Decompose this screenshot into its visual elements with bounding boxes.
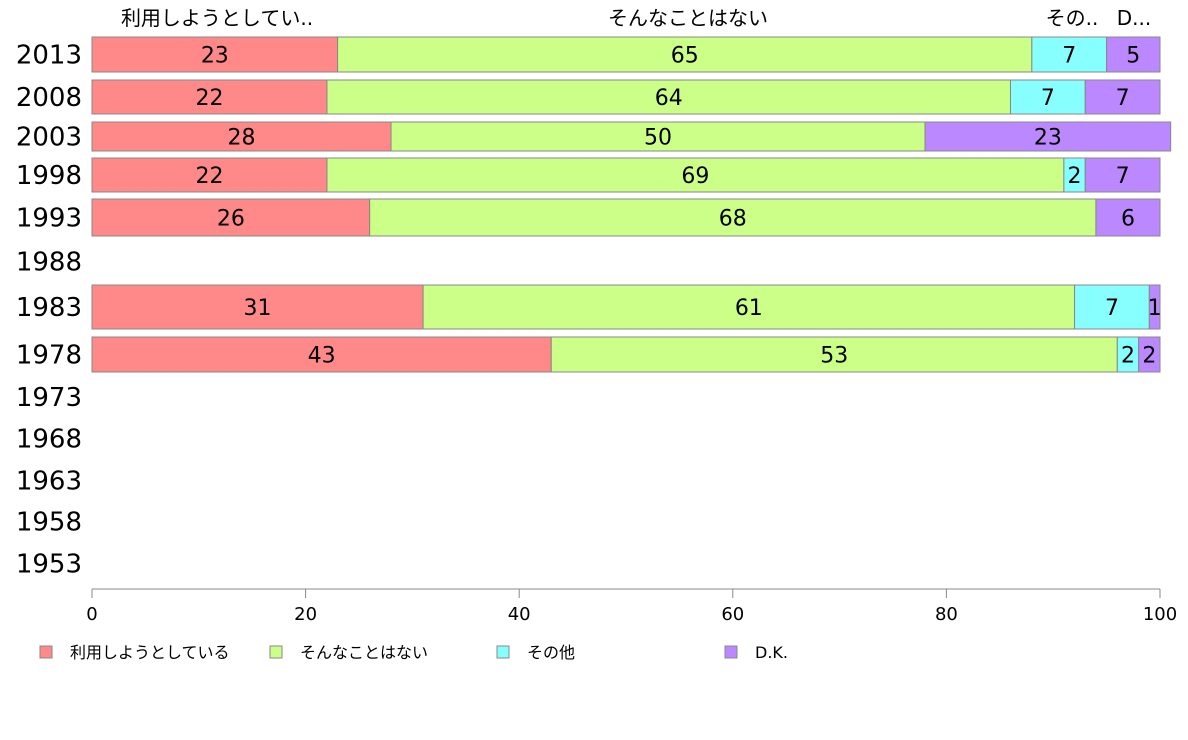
- bar-1993-series-3: [1095, 198, 1161, 237]
- bar-2013-series-3: [1106, 36, 1161, 73]
- bar-value-1983-series-1: 61: [735, 296, 763, 321]
- year-label-1958: 1958: [16, 508, 82, 538]
- bar-value-1993-series-3: 6: [1121, 207, 1135, 232]
- bar-value-1998-series-3: 7: [1116, 164, 1130, 189]
- bar-1993-series-0: [91, 198, 371, 237]
- bar-value-2013-series-1: 65: [671, 44, 699, 69]
- bar-2008-series-2: [1009, 79, 1086, 115]
- year-label-1973: 1973: [16, 383, 82, 413]
- bar-value-1998-series-0: 22: [195, 164, 223, 189]
- bar-2008-series-0: [91, 79, 328, 115]
- bar-value-2008-series-3: 7: [1116, 86, 1130, 111]
- bar-value-1993-series-0: 26: [217, 207, 245, 232]
- year-label-2003: 2003: [16, 123, 82, 153]
- year-label-2013: 2013: [16, 41, 82, 71]
- bar-1998-series-1: [326, 157, 1065, 193]
- bar-1983-series-1: [422, 284, 1076, 330]
- bar-value-1978-series-3: 2: [1142, 344, 1156, 369]
- bar-2003-series-3: [924, 121, 1172, 152]
- bar-value-1983-series-2: 7: [1105, 296, 1119, 321]
- x-tick-label-80: 80: [935, 604, 958, 625]
- bar-value-2013-series-2: 7: [1062, 44, 1076, 69]
- bar-value-1978-series-0: 43: [308, 344, 336, 369]
- year-label-1983: 1983: [16, 293, 82, 323]
- bar-value-1983-series-0: 31: [244, 296, 272, 321]
- bar-value-2008-series-1: 64: [655, 86, 683, 111]
- series-header-1: そんなことはない: [608, 6, 768, 30]
- x-tick-label-40: 40: [508, 604, 531, 625]
- bar-value-2003-series-1: 50: [644, 126, 672, 151]
- series-header-2: その..: [1046, 6, 1099, 30]
- bar-1998-series-3: [1084, 157, 1161, 193]
- bars-layer: [91, 36, 1172, 373]
- bar-2008-series-3: [1084, 79, 1161, 115]
- bar-1993-series-1: [369, 198, 1097, 237]
- year-label-1968: 1968: [16, 425, 82, 455]
- bar-2013-series-1: [337, 36, 1033, 73]
- bar-value-1998-series-1: 69: [681, 164, 709, 189]
- year-label-1953: 1953: [16, 550, 82, 580]
- bar-value-1983-series-3: 1: [1148, 296, 1162, 321]
- x-axis: 0 20 40 60 80 100: [86, 588, 1177, 625]
- series-header-0: 利用しようとしてい..: [121, 6, 313, 30]
- bar-1998-series-0: [91, 157, 328, 193]
- legend: 利用しようとしている そんなことはない その他 D.K.: [39, 643, 788, 662]
- bar-1978-series-3: [1138, 336, 1161, 373]
- bar-value-2013-series-3: 5: [1126, 44, 1140, 69]
- year-label-1993: 1993: [16, 204, 82, 234]
- x-tick-label-100: 100: [1143, 604, 1177, 625]
- bar-2008-series-1: [326, 79, 1011, 115]
- x-tick-label-60: 60: [721, 604, 744, 625]
- bar-value-1978-series-2: 2: [1121, 344, 1135, 369]
- bar-value-2013-series-0: 23: [201, 44, 229, 69]
- bar-2003-series-1: [390, 121, 926, 152]
- bar-1978-series-1: [550, 336, 1118, 373]
- series-header-labels: 利用しようとしてい.. そんなことはない その.. D...: [121, 6, 1151, 30]
- year-axis-labels: 2013 2008 2003 1998 1993 1988 1983 1978 1973 1968…: [16, 41, 82, 580]
- year-label-2008: 2008: [16, 83, 82, 113]
- bar-2003-series-0: [91, 121, 392, 152]
- legend-label-3: D.K.: [755, 643, 788, 662]
- year-label-1978: 1978: [16, 341, 82, 371]
- legend-swatch-1: [269, 645, 283, 659]
- legend-label-1: そんなことはない: [300, 643, 428, 662]
- year-label-1988: 1988: [16, 248, 82, 278]
- legend-label-0: 利用しようとしている: [70, 643, 230, 662]
- bar-2013-series-0: [91, 36, 339, 73]
- bar-value-2003-series-0: 28: [228, 126, 256, 151]
- bar-1983-series-0: [91, 284, 424, 330]
- bar-value-2008-series-0: 22: [195, 86, 223, 111]
- year-label-1963: 1963: [16, 467, 82, 497]
- x-tick-label-0: 0: [86, 604, 97, 625]
- legend-swatch-2: [496, 645, 510, 659]
- bar-value-1998-series-2: 2: [1068, 164, 1082, 189]
- series-header-3: D...: [1117, 6, 1151, 30]
- legend-label-2: その他: [527, 643, 575, 662]
- bar-1983-series-3: [1148, 284, 1161, 330]
- legend-swatch-3: [724, 645, 738, 659]
- year-label-1998: 1998: [16, 161, 82, 191]
- legend-swatch-0: [39, 645, 53, 659]
- bar-value-1993-series-1: 68: [719, 207, 747, 232]
- bar-2013-series-2: [1031, 36, 1108, 73]
- bar-value-2008-series-2: 7: [1041, 86, 1055, 111]
- bar-value-2003-series-3: 23: [1034, 126, 1062, 151]
- bar-value-1978-series-1: 53: [820, 344, 848, 369]
- x-tick-label-20: 20: [294, 604, 317, 625]
